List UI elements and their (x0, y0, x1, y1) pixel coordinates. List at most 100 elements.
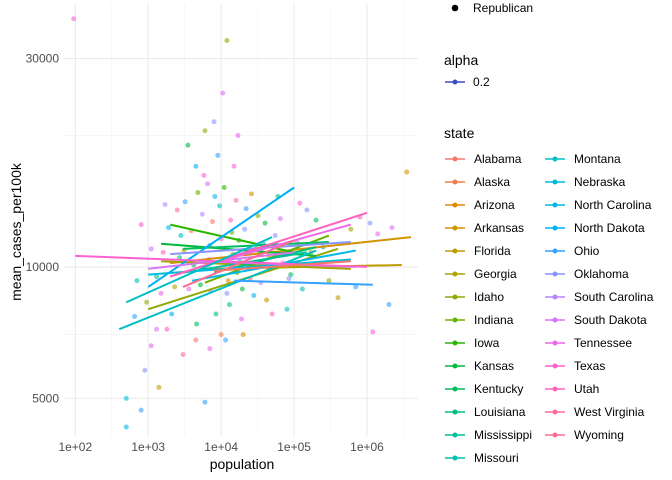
legend-label: South Carolina (574, 290, 654, 304)
legend-key-dot (452, 156, 458, 162)
legend-label: Tennessee (574, 336, 632, 350)
x-tick-label: 1e+03 (131, 440, 165, 454)
legend-key-dot (552, 248, 558, 254)
legend-key-dot (552, 432, 558, 438)
x-tick-label: 1e+02 (58, 440, 92, 454)
y-axis-title: mean_cases_per100k (8, 162, 24, 301)
data-point (335, 295, 341, 301)
data-point (299, 286, 305, 292)
legend-key-dot (452, 363, 458, 369)
legend-item: Idaho (445, 290, 504, 304)
legend-item: Wyoming (545, 428, 624, 442)
legend-key-dot (452, 202, 458, 208)
data-point (160, 249, 166, 255)
legend-item: West Virginia (545, 405, 645, 419)
legend-label: West Virginia (574, 405, 645, 419)
legend-label: Kansas (474, 359, 514, 373)
x-tick-label: 1e+06 (350, 440, 384, 454)
points-layer (71, 16, 410, 430)
legend-label: Alaska (474, 175, 510, 189)
data-point (178, 233, 184, 239)
legend-key-dot (452, 409, 458, 415)
legend-alpha-label: 0.2 (473, 75, 490, 89)
data-point (213, 311, 219, 317)
data-point (242, 226, 248, 232)
legend-item: Ohio (545, 244, 600, 258)
legend-alpha-key-dot (452, 79, 458, 85)
data-point (186, 286, 192, 292)
legend-item: Louisiana (445, 405, 526, 419)
data-point (297, 200, 303, 206)
data-point (235, 132, 241, 138)
data-point (386, 302, 392, 308)
trend-line (169, 211, 368, 278)
trend-line (161, 260, 351, 270)
data-point (264, 297, 270, 303)
legend-key-dot (552, 179, 558, 185)
legend-label: Oklahoma (574, 267, 629, 281)
legend-item: Alabama (445, 152, 522, 166)
data-point (132, 313, 138, 319)
data-point (138, 222, 144, 228)
data-point (205, 181, 211, 187)
legend-item: North Dakota (545, 221, 645, 235)
legend-item: Montana (545, 152, 621, 166)
legend-label: Wyoming (574, 428, 624, 442)
data-point (404, 169, 410, 175)
data-point (269, 311, 275, 317)
data-point (223, 337, 229, 343)
data-point (71, 16, 77, 22)
y-tick-label: 10000 (26, 260, 60, 274)
data-point (277, 216, 283, 222)
legend-item: Georgia (445, 267, 517, 281)
legend-item: Florida (445, 244, 511, 258)
legend-key-dot (552, 317, 558, 323)
data-point (248, 191, 254, 197)
y-axis-ticks: 5000 10000 30000 (26, 52, 60, 406)
data-point (370, 329, 376, 335)
data-point (226, 302, 232, 308)
data-point (255, 213, 261, 219)
data-point (193, 337, 199, 343)
legend-label: Nebraska (574, 175, 626, 189)
data-point (134, 278, 140, 284)
legend-key-dot (552, 225, 558, 231)
data-point (375, 231, 381, 237)
data-point (353, 284, 359, 290)
legend-key-dot (552, 202, 558, 208)
data-point (286, 276, 292, 282)
x-axis-ticks: 1e+02 1e+03 1e+04 1e+05 1e+06 (58, 440, 384, 454)
legend-key-dot (452, 340, 458, 346)
legend-item: Texas (545, 359, 605, 373)
legend-key-dot (452, 179, 458, 185)
data-point (158, 290, 164, 296)
legend-item: South Carolina (545, 290, 654, 304)
data-point (288, 272, 294, 278)
legend-item: Arkansas (445, 221, 524, 235)
legend-item: Utah (545, 382, 599, 396)
data-point (201, 172, 207, 178)
legend-label: Mississippi (474, 428, 532, 442)
trend-line (75, 254, 368, 268)
legend-key-dot (452, 455, 458, 461)
data-point (217, 203, 223, 209)
data-point (166, 225, 172, 231)
legend-state-section: state Alabama Alaska Arizona Arkansas Florid… (444, 125, 654, 465)
legend-label: Utah (574, 382, 599, 396)
legend-item: Kansas (445, 359, 514, 373)
data-point (251, 293, 257, 299)
legend-label: Ohio (574, 244, 600, 258)
data-point (221, 185, 227, 191)
data-point (212, 193, 218, 199)
data-point (225, 278, 231, 284)
legend-key-dot (552, 363, 558, 369)
data-point (220, 90, 226, 96)
legend-label: Georgia (474, 267, 517, 281)
legend-key-dot (452, 432, 458, 438)
y-tick-label: 30000 (26, 52, 60, 66)
data-point (169, 311, 175, 317)
data-point (197, 282, 203, 288)
y-tick-label: 5000 (32, 391, 59, 405)
legend-alpha-section: alpha 0.2 (444, 52, 490, 89)
legend-state-keys: Alabama Alaska Arizona Arkansas Florida Georg… (445, 152, 654, 465)
